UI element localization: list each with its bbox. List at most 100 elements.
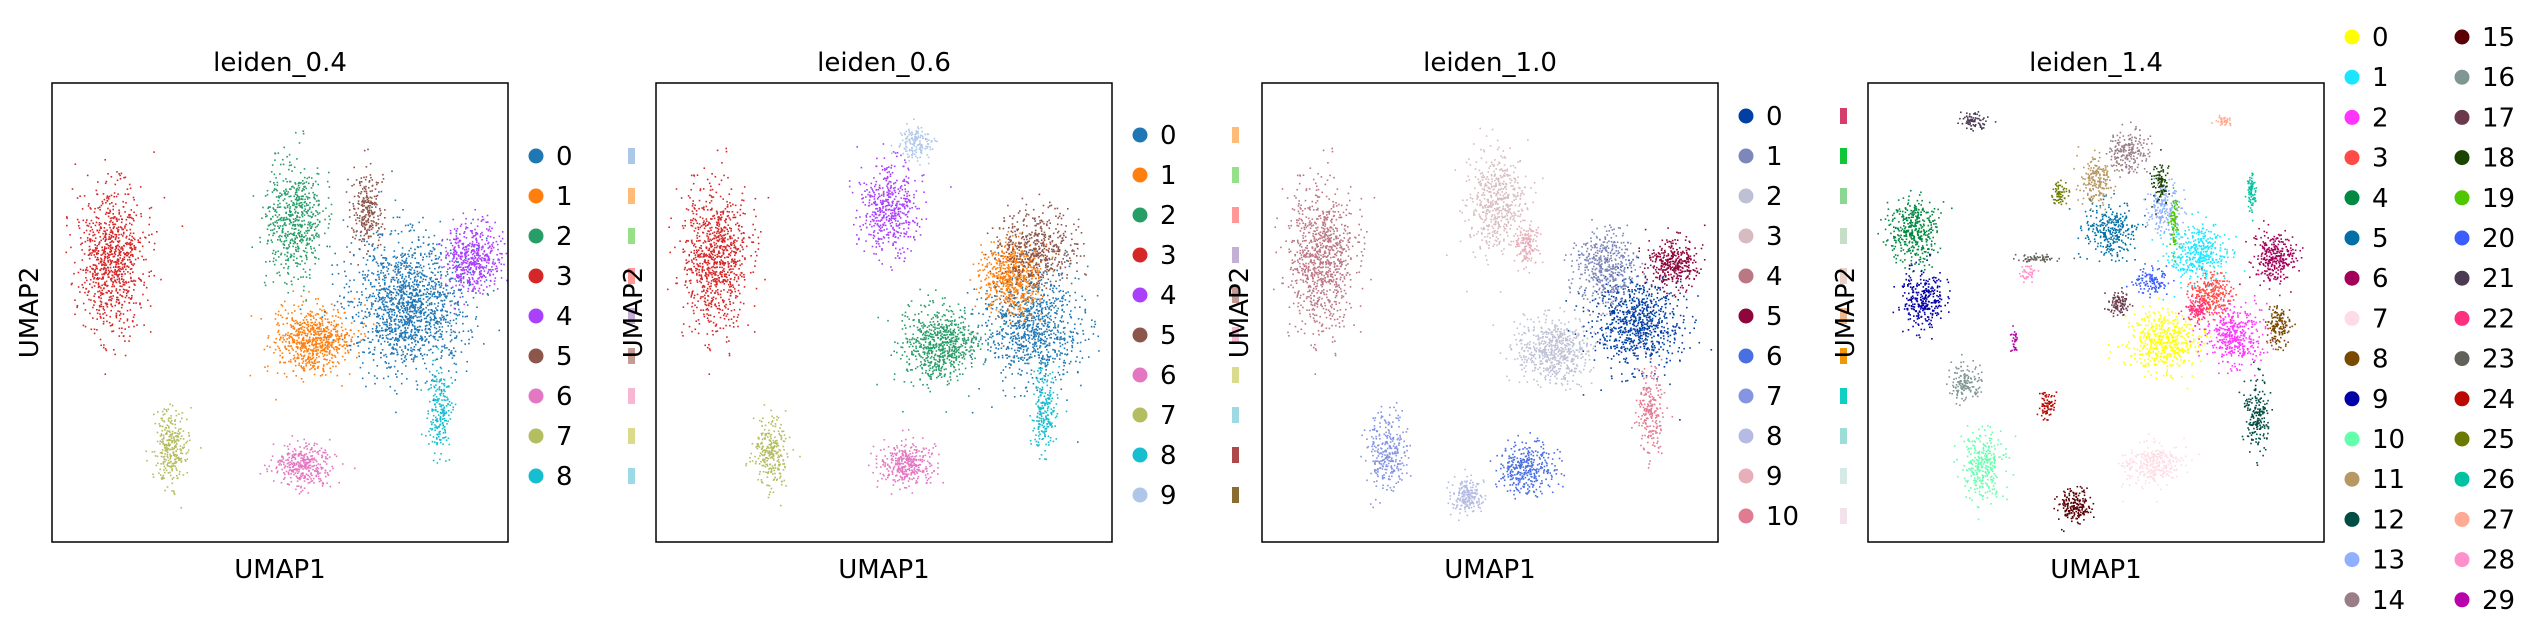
scatter-point [273, 173, 276, 176]
scatter-point [376, 314, 379, 316]
scatter-point [429, 278, 432, 281]
scatter-point [264, 464, 266, 467]
scatter-point [148, 223, 150, 226]
scatter-point [377, 182, 379, 184]
scatter-point [316, 302, 318, 305]
scatter-point [125, 292, 128, 295]
scatter-point [326, 351, 328, 353]
scatter-point [291, 238, 293, 240]
scatter-point [305, 345, 307, 348]
scatter-point [294, 219, 297, 222]
scatter-point [416, 262, 418, 264]
scatter-point [315, 346, 317, 349]
scatter-point [309, 324, 312, 327]
scatter-point [492, 269, 494, 271]
scatter-point [357, 345, 360, 347]
scatter-point [486, 286, 488, 288]
scatter-point [472, 244, 475, 247]
scatter-point [348, 209, 351, 211]
scatter-point [147, 299, 149, 302]
scatter-point [129, 243, 131, 245]
scatter-point [270, 229, 272, 232]
scatter-point [409, 310, 412, 313]
scatter-point [140, 213, 142, 215]
scatter-point [488, 259, 491, 261]
scatter-point [472, 287, 475, 290]
scatter-point [361, 218, 363, 220]
scatter-point [430, 303, 433, 306]
scatter-point [303, 456, 305, 458]
scatter-point [326, 482, 328, 484]
scatter-point [301, 331, 303, 334]
scatter-point [276, 216, 279, 218]
scatter-point [362, 326, 364, 329]
scatter-point [487, 229, 490, 232]
scatter-point [71, 188, 74, 190]
scatter-point [495, 265, 498, 268]
scatter-point [343, 260, 345, 263]
scatter-point [420, 303, 423, 306]
scatter-point [362, 277, 365, 279]
scatter-point [120, 250, 122, 253]
scatter-point [459, 278, 462, 280]
scatter-point [407, 300, 409, 302]
scatter-point [98, 296, 100, 299]
scatter-point [467, 248, 470, 250]
scatter-point [115, 265, 117, 268]
scatter-point [304, 463, 306, 466]
scatter-point [326, 472, 329, 474]
scatter-point [105, 247, 108, 250]
scatter-point [361, 322, 364, 325]
scatter-point [378, 297, 381, 299]
scatter-point [98, 243, 100, 246]
scatter-point [301, 207, 303, 209]
scatter-point [112, 241, 115, 243]
scatter-point [303, 189, 305, 191]
scatter-point [160, 455, 163, 458]
scatter-point [397, 340, 399, 342]
scatter-point [288, 483, 290, 486]
scatter-point [392, 276, 395, 279]
scatter-point [331, 315, 334, 317]
scatter-point [445, 254, 448, 256]
scatter-point [274, 221, 276, 223]
scatter-point [382, 262, 385, 264]
scatter-point [311, 352, 314, 354]
scatter-point [401, 307, 403, 309]
scatter-point [121, 228, 124, 231]
scatter-point [324, 318, 327, 320]
scatter-point [98, 304, 101, 307]
scatter-point [403, 338, 405, 341]
scatter-point [355, 179, 358, 181]
scatter-point [326, 312, 328, 314]
scatter-point [450, 339, 453, 341]
scatter-point [276, 184, 279, 186]
scatter-point [383, 266, 386, 268]
scatter-point [296, 194, 298, 196]
scatter-point [116, 220, 118, 222]
scatter-point [496, 270, 498, 272]
scatter-point [301, 466, 303, 469]
scatter-point [346, 225, 349, 228]
scatter-point [343, 307, 345, 310]
scatter-point [308, 290, 310, 293]
scatter-point [92, 231, 95, 233]
scatter-point [463, 232, 465, 235]
scatter-point [288, 195, 290, 198]
scatter-point [303, 453, 306, 456]
scatter-point [277, 152, 280, 154]
scatter-point [302, 212, 304, 215]
scatter-point [364, 188, 367, 191]
scatter-point [200, 447, 202, 449]
scatter-point [326, 327, 328, 330]
scatter-point [119, 226, 122, 228]
scatter-point [314, 333, 317, 335]
scatter-point [410, 349, 412, 352]
scatter-point [470, 261, 472, 263]
scatter-point [371, 190, 373, 192]
scatter-point [475, 263, 477, 265]
scatter-point [386, 326, 389, 328]
scatter-point [406, 322, 408, 325]
scatter-point [136, 204, 138, 207]
scatter-point [306, 455, 309, 458]
